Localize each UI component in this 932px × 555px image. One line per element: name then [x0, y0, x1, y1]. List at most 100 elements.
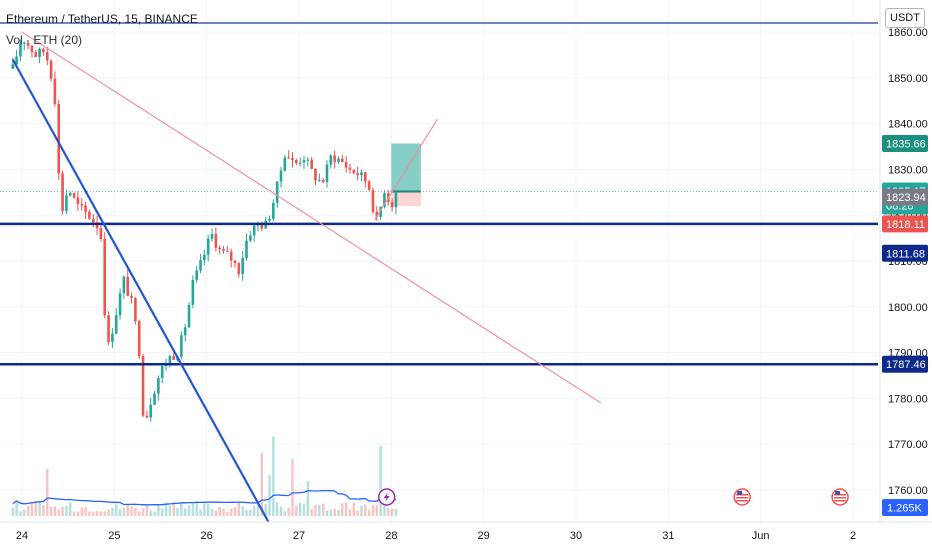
volume-bar [149, 510, 152, 516]
volume-bar [367, 509, 371, 516]
volume-bar [99, 511, 103, 516]
lightning-icon [383, 492, 390, 502]
volume-bar [329, 509, 333, 516]
flag-stripe [834, 500, 847, 502]
candle-body [218, 247, 221, 250]
candle-body [183, 327, 187, 336]
volume-bar [206, 503, 210, 516]
candle-body [199, 260, 202, 271]
flag-canton [835, 491, 841, 495]
volume-bar [26, 505, 30, 516]
price-tick-label: 1760.00 [888, 485, 928, 497]
volume-bar [42, 504, 45, 516]
candle-body [226, 250, 229, 252]
volume-bar [11, 507, 14, 516]
volume-bar [226, 511, 229, 516]
volume-bar [302, 503, 306, 516]
price-label-prev[interactable] [882, 188, 928, 206]
candle-body [95, 222, 99, 229]
candle-body [306, 159, 310, 161]
volume-value-label [882, 499, 928, 516]
volume-bar [187, 504, 191, 516]
candle-body [157, 378, 160, 394]
volume-bar [222, 509, 225, 516]
candle-body [268, 218, 271, 221]
volume-bar [180, 502, 183, 516]
volume-bar [306, 481, 310, 516]
drawings [0, 31, 878, 523]
candle-body [45, 52, 49, 61]
candle-body [34, 52, 38, 58]
price-tick-label: 1860.00 [888, 27, 928, 39]
candle-body [348, 167, 352, 170]
candle-body [30, 45, 34, 53]
position-target-zone[interactable] [391, 143, 421, 192]
volume-bar [229, 508, 233, 516]
volume-bar [264, 503, 267, 516]
price-label-stop[interactable] [882, 215, 928, 233]
volume-bar [141, 508, 145, 516]
time-axis: 24 25 26 27 28 29 30 31 Jun 2 [0, 521, 932, 550]
candle-body [68, 193, 72, 196]
volume-bar [203, 503, 206, 516]
candle-body [61, 173, 64, 211]
candle-body [352, 169, 356, 174]
candle-body [237, 263, 241, 275]
position-stop-zone[interactable] [391, 191, 421, 207]
candle-body [195, 270, 198, 280]
volume-bar [30, 503, 34, 516]
candle-body [210, 234, 214, 239]
price-label-level[interactable] [882, 244, 928, 262]
volume-bar [176, 508, 179, 516]
volume-bar [195, 503, 198, 516]
time-tick-label: 31 [662, 530, 674, 542]
candle-body [344, 161, 348, 168]
time-tick-label: 29 [478, 530, 490, 542]
candle-body [114, 315, 118, 334]
time-tick-label: 26 [201, 530, 213, 542]
candle-body [130, 295, 133, 298]
price-label-target[interactable] [882, 135, 928, 153]
time-tick-label: 30 [570, 530, 582, 542]
candle-body [137, 321, 141, 357]
trendline-short-uptrend[interactable] [374, 118, 438, 221]
volume-bar [134, 507, 137, 516]
volume-bar [122, 507, 126, 516]
volume-bar [237, 502, 241, 516]
candle-body [111, 333, 114, 343]
currency-unit-button[interactable]: USDT [885, 8, 925, 28]
trendline-steep-downtrend[interactable] [11, 58, 270, 523]
candle-body [126, 276, 130, 296]
candle-body [333, 155, 336, 162]
symbol-title[interactable]: Ethereum / TetherUS, 15, BINANCE [6, 12, 198, 26]
volume-bar [344, 502, 348, 516]
volume-bar [321, 503, 325, 516]
volume-bar [126, 504, 129, 516]
volume-indicator-legend[interactable]: Vol · ETH (20) [6, 33, 83, 47]
volume-bar [352, 502, 355, 516]
candle-body [88, 211, 91, 219]
long-position-tool [0, 143, 878, 207]
volume-bar [49, 506, 53, 516]
volume-bar [314, 504, 317, 516]
candle-body [295, 160, 298, 164]
candle-body [53, 78, 57, 104]
candle-body [302, 159, 306, 163]
volume-bar [88, 511, 91, 516]
price-label-text: 1835.66 [886, 139, 926, 151]
price-label-level[interactable] [882, 355, 928, 373]
trendline-long-downtrend[interactable] [21, 31, 602, 404]
volume-bar [115, 503, 118, 516]
volume-bar [241, 506, 244, 516]
price-axis-bg [880, 0, 932, 550]
volume-bar [364, 504, 367, 516]
candle-body [134, 297, 137, 322]
volume-bar [291, 459, 294, 516]
candle-body [214, 234, 218, 248]
volume-value-text: 1.265K [887, 503, 923, 515]
candle-body [379, 206, 382, 217]
candle-body [172, 356, 176, 360]
volume-bar [249, 510, 252, 516]
